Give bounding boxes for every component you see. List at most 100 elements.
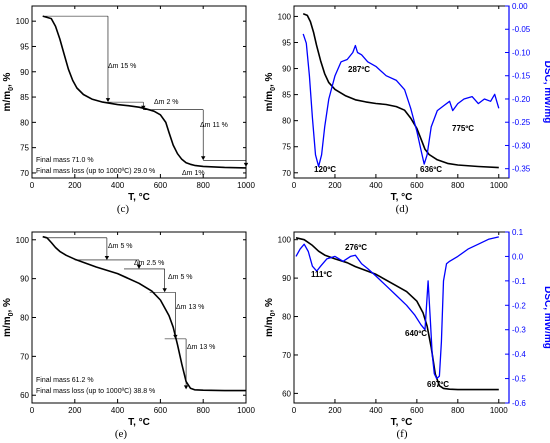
peak-label-f-4: 697ºC (427, 380, 449, 389)
step-label-e-2: Δm 2.5 % (134, 260, 164, 267)
x-tick-label-d: 400 (369, 181, 383, 190)
x-tick-label-f: 200 (328, 406, 342, 415)
y2-tick-label-f: -0.1 (512, 277, 526, 286)
step-label-e-4: Δm 13 % (176, 304, 204, 311)
chart-panel-f: 0 200 400 600 800 1000 60 70 80 90 100 0.1 0.0 -0.1 -0… (264, 228, 550, 428)
peak-label-f-2: 276ºC (345, 243, 367, 252)
y2-tick-label-d: -0.30 (512, 141, 531, 150)
x-axis-label-c: T, °C (128, 192, 150, 203)
x-tick-label-e: 600 (154, 406, 168, 415)
x-tick-label-c: 800 (197, 181, 211, 190)
step-arrowhead-e (104, 255, 110, 260)
y2-tick-label-d: 0.00 (512, 2, 528, 11)
y-tick-label-c: 80 (20, 118, 29, 127)
step-label-c-3: Δm 11 % (200, 122, 228, 129)
y-tick-label-d: 80 (282, 117, 291, 126)
final-mass-c: Final mass 71.0 % (36, 157, 94, 164)
y-tick-label-c: 95 (20, 42, 29, 51)
y-tick-label-d: 95 (282, 38, 291, 47)
peak-label-d-2: 287ºC (348, 65, 370, 74)
y-tick-label-d: 75 (282, 143, 291, 152)
y-tick-label-c: 70 (20, 169, 29, 178)
y-tick-label-c: 75 (20, 144, 29, 153)
y2-tick-label-d: -0.15 (512, 72, 531, 81)
y2-tick-label-f: 0.1 (512, 228, 524, 237)
x-tick-label-f: 0 (292, 406, 297, 415)
peak-label-f-3: 640ºC (405, 329, 427, 338)
x-tick-label-e: 0 (30, 406, 35, 415)
y2-tick-label-f: -0.2 (512, 301, 526, 310)
y-tick-label-d: 90 (282, 65, 291, 74)
y2-tick-label-d: -0.10 (512, 48, 531, 57)
final-mass-e: Final mass 61.2 % (36, 377, 94, 384)
x-tick-label-d: 0 (292, 181, 297, 190)
x-axis-label-e: T, °C (128, 417, 150, 428)
peak-label-d-3: 636ºC (420, 165, 442, 174)
final-loss-e: Final mass loss (up to 1000ºC) 38.8 % (36, 388, 155, 395)
x-tick-label-c: 600 (154, 181, 168, 190)
series-line-e-tg (42, 235, 246, 392)
plot-frame-f (293, 231, 510, 404)
x-tick-label-e: 200 (68, 406, 82, 415)
step-label-c-4: Δm 1% (182, 170, 205, 177)
y-tick-label-e: 60 (20, 391, 29, 400)
caption-c: (c) (117, 203, 130, 215)
x-tick-label-f: 600 (410, 406, 424, 415)
annotation-layer: Δm 15 % Δm 2 % Δm 11 % Δm 1% Final mass … (36, 63, 228, 395)
step-label-c-2: Δm 2 % (154, 99, 179, 106)
x-tick-label-d: 200 (328, 181, 342, 190)
y-axis-label-e: m/m0, % (2, 298, 15, 337)
y2-tick-label-d: -0.05 (512, 25, 531, 34)
y-tick-label-f: 60 (282, 389, 291, 398)
y-tick-label-e: 100 (16, 236, 30, 245)
y2-tick-label-f: 0.0 (512, 252, 524, 261)
x-tick-label-f: 1000 (490, 406, 508, 415)
x-tick-label-c: 400 (111, 181, 125, 190)
x-axis-label-f: T, °C (391, 417, 413, 428)
step-arrowhead-e (136, 264, 142, 269)
y2-tick-label-f: -0.5 (512, 375, 526, 384)
caption-f: (f) (397, 428, 408, 440)
y-tick-label-f: 90 (282, 274, 291, 283)
y-tick-label-c: 90 (20, 68, 29, 77)
y-tick-label-f: 70 (282, 351, 291, 360)
caption-d: (d) (396, 203, 409, 215)
peak-label-d-4: 775ºC (452, 124, 474, 133)
plot-frame-c (31, 5, 247, 179)
x-tick-label-e: 400 (111, 406, 125, 415)
series-line-c-tg (42, 15, 247, 169)
chart-panel-e: 0 200 400 600 800 1000 60 70 80 90 100 T, °C m/m0, % (2, 231, 255, 428)
x-tick-label-c: 1000 (237, 181, 255, 190)
plot-frame-d (293, 5, 510, 179)
x-tick-label-f: 800 (451, 406, 465, 415)
y-tick-label-c: 100 (16, 17, 30, 26)
y2-tick-label-d: -0.35 (512, 165, 531, 174)
y2-axis-label-f: DSC, mW/mg (542, 286, 550, 349)
step-arrowhead-c (105, 98, 111, 103)
y-tick-label-e: 90 (20, 275, 29, 284)
series-line-f-dsc (295, 236, 499, 380)
step-arrowhead-e (162, 288, 167, 293)
x-axis-label-d: T, °C (391, 192, 413, 203)
peak-label-d-1: 120ºC (314, 165, 336, 174)
x-tick-label-c: 200 (68, 181, 82, 190)
y2-tick-label-d: -0.25 (512, 118, 531, 127)
y-tick-label-e: 80 (20, 314, 29, 323)
chart-panel-c: 0 200 400 600 800 1000 70 75 80 85 90 95 100 T, °C m/m… (2, 5, 255, 203)
y-tick-label-d: 100 (278, 12, 292, 21)
step-label-e-1: Δm 5 % (108, 243, 133, 250)
step-arrowhead-e (183, 385, 189, 390)
y2-tick-label-d: -0.20 (512, 95, 531, 104)
step-label-e-5: Δm 13 % (187, 344, 215, 351)
x-tick-label-c: 0 (30, 181, 35, 190)
x-tick-label-f: 400 (369, 406, 383, 415)
step-arrowhead-c (243, 162, 249, 167)
y-tick-label-e: 70 (20, 352, 29, 361)
caption-layer: (c) (d) (e) (f) (115, 203, 409, 440)
step-label-e-3: Δm 5 % (168, 274, 193, 281)
series-line-d-dsc (302, 33, 500, 168)
y-axis-label-d: m/m0, % (264, 72, 277, 111)
y-tick-label-d: 70 (282, 169, 291, 178)
y-tick-label-c: 85 (20, 93, 29, 102)
